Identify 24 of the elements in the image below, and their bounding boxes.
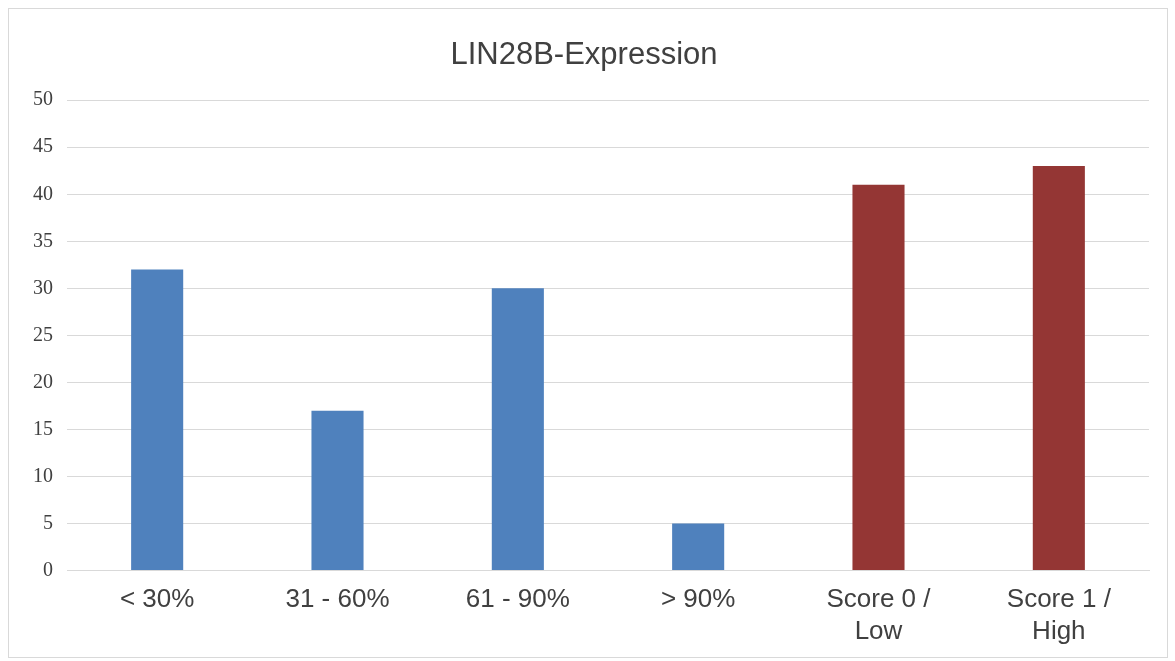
y-tick-label: 35 — [33, 228, 53, 251]
x-tick-label: Score 1 / High — [1006, 583, 1112, 645]
bar — [311, 410, 364, 571]
bar — [491, 288, 544, 571]
bar — [1032, 166, 1085, 571]
bar — [131, 269, 184, 571]
x-tick-label: < 30% — [119, 583, 195, 614]
y-tick-label: 45 — [33, 134, 53, 157]
y-tick-label: 50 — [33, 87, 53, 110]
x-tick-label: 61 - 90% — [465, 583, 570, 614]
bar — [672, 523, 725, 571]
x-tick-label: > 90% — [660, 583, 736, 614]
y-tick-label: 10 — [33, 463, 53, 486]
y-tick-label: 20 — [33, 369, 53, 392]
x-tick-label: Score 0 / Low — [826, 583, 932, 645]
y-tick-label: 15 — [33, 416, 53, 439]
x-tick-label: 31 - 60% — [285, 583, 390, 614]
bar — [852, 184, 905, 571]
chart-title: LIN28B-Expression — [450, 36, 718, 72]
y-tick-label: 30 — [33, 275, 53, 298]
y-tick-label: 5 — [43, 510, 53, 533]
y-tick-label: 40 — [33, 181, 53, 204]
y-tick-label: 0 — [43, 557, 53, 580]
y-tick-label: 25 — [33, 322, 53, 345]
